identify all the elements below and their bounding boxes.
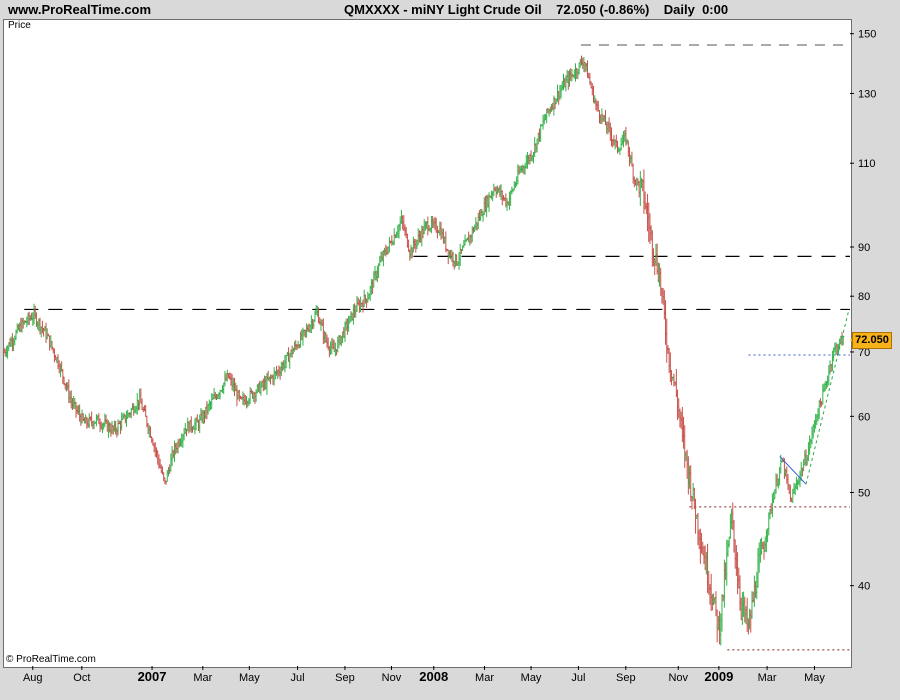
x-tick-label: Nov xyxy=(668,672,688,684)
x-tick-label: Aug xyxy=(23,672,43,684)
title-bar: www.ProRealTime.com QMXXXX - miNY Light … xyxy=(0,0,900,20)
y-tick-label: 50 xyxy=(858,487,870,499)
y-tick-label: 150 xyxy=(858,29,876,41)
x-tick-label: May xyxy=(521,672,542,684)
x-tick-label: Sep xyxy=(616,672,636,684)
x-tick-label: Jul xyxy=(291,672,305,684)
plot-area[interactable] xyxy=(3,19,852,668)
trend-line xyxy=(805,312,849,485)
x-tick-label: 2007 xyxy=(138,669,167,684)
symbol-info: QMXXXX - miNY Light Crude Oil 72.050 (-0… xyxy=(344,2,729,17)
x-tick-label: Nov xyxy=(382,672,402,684)
y-tick-label: 80 xyxy=(858,291,870,303)
copyright: © ProRealTime.com xyxy=(6,654,96,665)
y-tick-label: 130 xyxy=(858,88,876,100)
y-tick-label: 40 xyxy=(858,581,870,593)
price-axis-title: Price xyxy=(8,20,31,31)
site-name: www.ProRealTime.com xyxy=(8,2,152,17)
x-tick-label: May xyxy=(804,672,825,684)
x-tick-label: 2008 xyxy=(419,669,448,684)
x-tick-label: Jul xyxy=(571,672,585,684)
trend-line xyxy=(779,456,807,485)
x-tick-label: 2009 xyxy=(704,669,733,684)
x-tick-label: Mar xyxy=(193,672,212,684)
x-tick-label: Oct xyxy=(73,672,90,684)
y-tick-label: 70 xyxy=(858,347,870,359)
y-tick-label: 110 xyxy=(858,158,876,170)
x-tick-label: Mar xyxy=(758,672,777,684)
x-tick-label: May xyxy=(239,672,260,684)
last-price-badge: 72.050 xyxy=(852,331,892,349)
y-tick-label: 60 xyxy=(858,411,870,423)
x-tick-label: Mar xyxy=(475,672,494,684)
y-tick-label: 90 xyxy=(858,242,870,254)
x-tick-label: Sep xyxy=(335,672,355,684)
